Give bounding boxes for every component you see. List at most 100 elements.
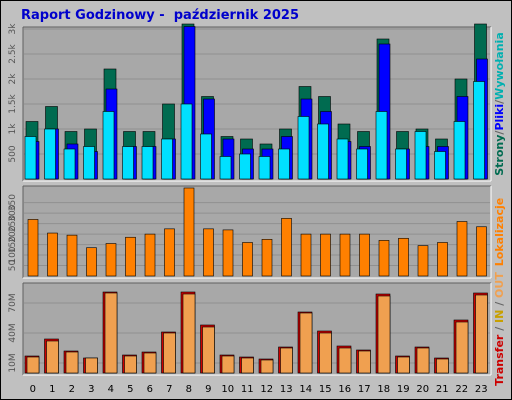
x-tick-label: 22 <box>455 384 468 395</box>
x-tick-label: 20 <box>416 384 429 395</box>
bar-wywolania-18 <box>375 111 388 180</box>
bar-transfer_out-21 <box>436 358 449 374</box>
x-tick-label: 8 <box>186 384 192 395</box>
bar-lokalizacje-16 <box>339 233 351 277</box>
bar-wywolania-12 <box>258 156 271 180</box>
legend-middle: Lokalizacje <box>493 198 506 266</box>
bar-wywolania-7 <box>161 138 173 180</box>
x-tick-label: 4 <box>108 384 114 395</box>
legend-entry: / <box>493 323 506 335</box>
x-tick-label: 6 <box>147 384 153 395</box>
y-tick-label: 1k <box>8 123 18 135</box>
bar-lokalizacje-0 <box>27 219 39 277</box>
y-tick-label: 3k <box>8 23 18 35</box>
legend-entry: Lokalizacje <box>493 198 506 266</box>
legend-entry: Pliki <box>493 104 506 131</box>
x-tick-label: 9 <box>205 384 211 395</box>
bar-transfer_out-12 <box>260 359 274 374</box>
y-tick-label: 2k <box>8 73 18 85</box>
bar-wywolania-9 <box>200 133 212 180</box>
bar-lokalizacje-23 <box>476 226 487 277</box>
x-tick-label: 7 <box>166 384 172 395</box>
x-tick-label: 0 <box>30 384 36 395</box>
x-tick-label: 15 <box>319 384 332 395</box>
bar-transfer_out-19 <box>397 356 410 374</box>
bar-wywolania-11 <box>239 153 251 180</box>
bar-lokalizacje-22 <box>456 221 468 277</box>
x-tick-label: 5 <box>127 384 133 395</box>
bar-wywolania-0 <box>24 136 37 180</box>
bar-lokalizacje-6 <box>144 233 156 277</box>
bar-lokalizacje-9 <box>203 228 214 277</box>
y-tick-label: 100 <box>8 246 18 263</box>
bar-wywolania-23 <box>473 81 485 180</box>
bar-transfer_out-11 <box>241 357 254 374</box>
bar-transfer_out-14 <box>299 312 313 374</box>
legend-top: Strony/Pliki/Wywołania <box>493 32 506 176</box>
legend-entry: / <box>493 298 506 310</box>
bar-wywolania-13 <box>278 148 290 180</box>
panel-background <box>23 186 491 278</box>
bar-transfer_out-0 <box>26 356 40 374</box>
x-tick-label: 11 <box>241 384 254 395</box>
bar-lokalizacje-17 <box>359 233 370 277</box>
legend-entry: Transfer <box>493 334 506 386</box>
panel-bottom: 10M 40M 70M Transfer / IN / OUT <box>8 272 506 386</box>
y-tick-label: 300 <box>8 204 18 221</box>
legend-entry: Wywołania <box>493 32 506 100</box>
bar-wywolania-22 <box>453 121 466 180</box>
bar-lokalizacje-13 <box>281 218 292 277</box>
bar-lokalizacje-11 <box>242 242 253 277</box>
y-tick-label: 500 <box>8 145 18 162</box>
y-tick-label: 2.5k <box>8 43 18 63</box>
bar-lokalizacje-4 <box>105 243 117 277</box>
bar-lokalizacje-10 <box>222 229 234 277</box>
bar-wywolania-16 <box>336 138 349 180</box>
bar-transfer_out-17 <box>358 350 371 374</box>
bar-lokalizacje-7 <box>164 228 175 277</box>
bar-wywolania-5 <box>122 146 134 180</box>
legend-entry: / <box>493 130 506 135</box>
y-tick-label: 10M <box>8 353 18 372</box>
bar-lokalizacje-5 <box>125 236 136 277</box>
bar-lokalizacje-20 <box>417 245 429 277</box>
legend-entry: IN <box>493 310 506 323</box>
bar-lokalizacje-15 <box>320 233 331 277</box>
x-tick-label: 13 <box>280 384 293 395</box>
y-tick-label: 250 <box>8 215 18 232</box>
bar-lokalizacje-19 <box>398 237 409 277</box>
y-tick-label: 70M <box>8 293 18 312</box>
y-tick-label: 350 <box>8 194 18 211</box>
x-tick-label: 23 <box>475 384 488 395</box>
x-tick-label: 10 <box>221 384 234 395</box>
bar-lokalizacje-8 <box>183 187 195 277</box>
y-tick-label: 40M <box>8 323 18 342</box>
bar-wywolania-21 <box>434 151 446 180</box>
y-tick-label: 150 <box>8 236 18 253</box>
x-tick-label: 2 <box>69 384 75 395</box>
bar-transfer_out-22 <box>455 321 469 374</box>
x-tick-label: 19 <box>397 384 410 395</box>
bar-transfer_out-1 <box>46 340 59 374</box>
bar-lokalizacje-12 <box>261 239 273 277</box>
bar-lokalizacje-2 <box>66 234 78 277</box>
legend-entry: OUT <box>493 272 506 298</box>
bar-lokalizacje-1 <box>47 232 58 277</box>
bar-wywolania-20 <box>414 131 427 180</box>
bar-wywolania-4 <box>102 111 115 180</box>
bar-wywolania-2 <box>63 148 76 180</box>
x-tick-label: 3 <box>88 384 94 395</box>
bar-lokalizacje-21 <box>437 242 448 277</box>
bar-wywolania-19 <box>395 148 407 180</box>
bar-lokalizacje-14 <box>300 233 312 277</box>
bar-transfer_out-16 <box>338 347 352 374</box>
legend-bottom: Transfer / IN / OUT <box>493 272 506 386</box>
bar-transfer_out-9 <box>202 326 215 374</box>
bar-transfer_out-13 <box>280 347 293 374</box>
bar-transfer_out-2 <box>65 351 79 374</box>
bar-transfer_out-15 <box>319 332 332 374</box>
